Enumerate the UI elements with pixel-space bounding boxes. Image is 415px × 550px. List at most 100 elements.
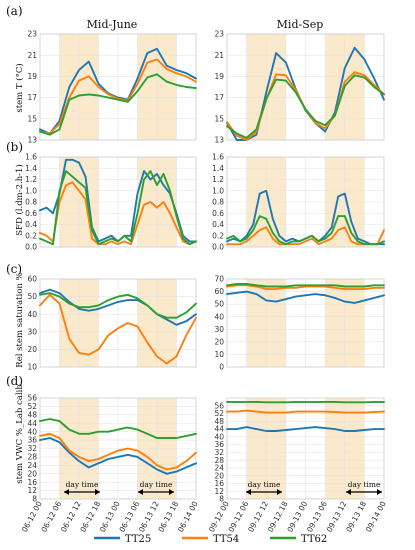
ylabel-sfd: SFD (l.dm-2.h-1)	[14, 164, 25, 236]
day-time-arrowhead-left-1	[138, 489, 143, 495]
series-d-june-tt25	[39, 437, 197, 475]
ytick-a-sep-0: 13	[214, 136, 224, 145]
ytick-b-june-5: 1.0	[25, 186, 37, 195]
ytick-c-sep-3: 30	[214, 325, 224, 334]
ytick-d-sep-6: 32	[214, 448, 224, 457]
series-d-sep-tt25	[226, 426, 385, 432]
series-a-june-tt54	[39, 58, 197, 135]
ytick-d-sep-9: 44	[214, 425, 224, 434]
panel-b-june: 0.0 0.2 0.4 0.6 0.8 1.0 1.2 1.4 1.6	[25, 153, 197, 252]
ytick-c-sep-2: 20	[214, 337, 224, 346]
series-d-sep-tt54	[226, 409, 385, 414]
ytick-d-june-1: 12	[27, 486, 37, 495]
ytick-b-sep-3: 0.6	[212, 209, 224, 218]
ytick-b-sep-2: 0.4	[212, 220, 224, 229]
ytick-d-sep-11: 52	[214, 409, 224, 418]
frame-c-june	[39, 278, 197, 368]
ytick-d-june-3: 20	[27, 469, 37, 478]
ytick-c-june-4: 50	[27, 292, 37, 301]
series-c-sep-tt54	[226, 284, 385, 291]
series-a-june-tt62	[39, 73, 197, 136]
ytick-b-june-1: 0.2	[25, 231, 37, 240]
series-c-june-tt54	[39, 293, 197, 365]
ytick-d-sep-10: 48	[214, 417, 224, 426]
ylabel-stem-temperature: stem T (°C)	[14, 63, 25, 112]
ytick-c-june-2: 30	[27, 327, 37, 336]
legend-label-tt54: TT54	[213, 534, 239, 545]
ytick-d-sep-7: 36	[214, 440, 224, 449]
ytick-b-sep-8: 1.6	[212, 153, 224, 162]
ytick-a-sep-2: 17	[214, 93, 224, 102]
ytick-b-june-3: 0.6	[25, 209, 37, 218]
series-a-june-tt25	[39, 47, 197, 135]
ytick-d-june-6: 32	[27, 444, 37, 453]
panel-letter-d: (d)	[6, 374, 23, 388]
ytick-d-sep-2: 16	[214, 479, 224, 488]
panel-letter-a: (a)	[6, 4, 23, 18]
day-time-arrowhead-left-0	[64, 489, 69, 495]
series-d-june-tt62	[39, 418, 197, 439]
day-time-arrowhead-right-2	[277, 489, 282, 495]
day-time-arrowhead-left-3	[346, 489, 351, 495]
series-c-june-tt62	[39, 292, 197, 319]
ytick-b-sep-1: 0.2	[212, 231, 224, 240]
panel-a-sep: 13 15 17 19 21 23	[214, 30, 385, 145]
ytick-b-june-2: 0.4	[25, 220, 37, 229]
ytick-d-june-5: 28	[27, 453, 37, 462]
day-time-arrowhead-right-1	[169, 489, 174, 495]
panel-b-sep: 0.0 0.2 0.4 0.6 0.8 1.0 1.2 1.4 1.6	[212, 153, 385, 252]
ytick-c-sep-4: 40	[214, 312, 224, 321]
series-c-sep-tt25	[226, 290, 385, 304]
ytick-b-june-0: 0.0	[25, 243, 37, 252]
ytick-d-june-10: 48	[27, 410, 37, 419]
series-b-sep-tt54	[226, 226, 385, 246]
series-c-june-tt25	[39, 288, 197, 326]
ytick-b-june-6: 1.2	[25, 175, 37, 184]
ytick-d-sep-0: 8	[219, 495, 224, 504]
ytick-d-june-9: 44	[27, 419, 37, 428]
legend-label-tt25: TT25	[125, 534, 151, 545]
ytick-c-sep-7: 70	[214, 275, 224, 284]
frame-d-june	[39, 397, 197, 500]
ytick-d-sep-1: 12	[214, 487, 224, 496]
frame-a-june	[39, 33, 197, 141]
day-time-arrows	[64, 489, 382, 495]
ytick-a-june-2: 17	[27, 93, 37, 102]
ytick-c-june-0: 10	[27, 363, 37, 372]
ytick-b-sep-4: 0.8	[212, 198, 224, 207]
ytick-a-june-3: 19	[27, 72, 37, 81]
ytick-a-sep-5: 23	[214, 30, 224, 39]
ytick-d-june-11: 52	[27, 402, 37, 411]
frame-c-sep	[226, 278, 385, 368]
ytick-c-sep-0: 0	[219, 363, 224, 372]
plot-area: 13 15 17 19 21 23 13 15 17 19 21 23 0.0 0.2 0.4 0.6 0.8 1…	[20, 30, 388, 534]
ytick-c-sep-1: 10	[214, 350, 224, 359]
ytick-c-june-3: 40	[27, 310, 37, 319]
ytick-c-sep-6: 60	[214, 287, 224, 296]
day-time-label-3: day time	[248, 480, 281, 489]
frame-a-sep	[226, 33, 385, 141]
ytick-c-june-1: 20	[27, 345, 37, 354]
ytick-d-sep-8: 40	[214, 432, 224, 441]
ytick-a-june-4: 21	[27, 51, 37, 60]
day-time-label-2: day time	[140, 480, 173, 489]
ytick-d-june-2: 16	[27, 478, 37, 487]
ytick-b-sep-6: 1.2	[212, 175, 224, 184]
ytick-c-june-5: 60	[27, 275, 37, 284]
series-d-june-tt54	[39, 432, 197, 471]
ytick-d-june-0: 8	[32, 495, 37, 504]
frame-d-sep	[226, 397, 385, 500]
panel-c-sep: 0 10 20 30 40 50 60 70	[214, 275, 385, 372]
day-time-label-4: day time	[348, 480, 381, 489]
series-b-june-tt54	[39, 181, 197, 246]
ytick-a-sep-4: 21	[214, 51, 224, 60]
ytick-d-sep-4: 24	[214, 464, 224, 473]
ytick-b-sep-7: 1.4	[212, 164, 224, 173]
ytick-b-sep-0: 0.0	[212, 243, 224, 252]
series-a-sep-tt62	[226, 74, 385, 139]
column-title-june: Mid-June	[87, 18, 138, 31]
day-time-label-1: day time	[66, 480, 99, 489]
